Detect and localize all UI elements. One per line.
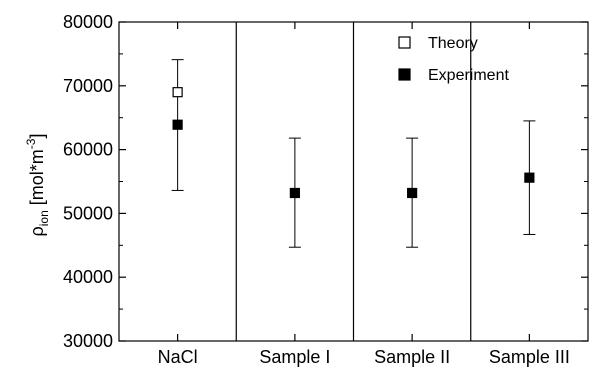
x-tick-label: Sample I (259, 347, 330, 367)
x-tick-label: Sample II (374, 347, 450, 367)
y-tick-label: 50000 (63, 203, 113, 223)
category-dividers (235, 22, 472, 341)
y-axis-label-superscript: -3 (24, 138, 38, 149)
theory-point (172, 87, 183, 98)
y-tick-label: 60000 (63, 140, 113, 160)
y-tick-label: 80000 (63, 12, 113, 32)
y-tick-label: 40000 (63, 267, 113, 287)
experiment-point (172, 119, 183, 130)
legend-experiment-label: Experiment (428, 67, 509, 84)
experiment-point (524, 172, 535, 183)
y-axis-label-symbol: ρ (27, 226, 47, 236)
y-axis-label-subscript: ion (37, 210, 51, 226)
legend: Theory Experiment (398, 35, 509, 84)
experiment-point (289, 187, 300, 199)
y-tick-label: 70000 (63, 76, 113, 96)
legend-theory-marker (398, 36, 411, 49)
y-axis-label-unit: [mol*m (27, 149, 47, 210)
x-tick-label: Sample III (489, 347, 570, 367)
x-tick-label: NaCl (158, 347, 198, 367)
y-axis-label: ρion [mol*m-3] (24, 134, 51, 237)
experiment-point (407, 187, 418, 199)
data-markers (172, 87, 535, 199)
y-axis-label-close: ] (27, 134, 47, 139)
legend-experiment-marker (398, 68, 411, 81)
legend-theory-label: Theory (428, 35, 478, 52)
axes: 30000 40000 50000 60000 70000 80000 NaCl Sample… (63, 12, 589, 367)
y-tick-label: 30000 (63, 331, 113, 351)
